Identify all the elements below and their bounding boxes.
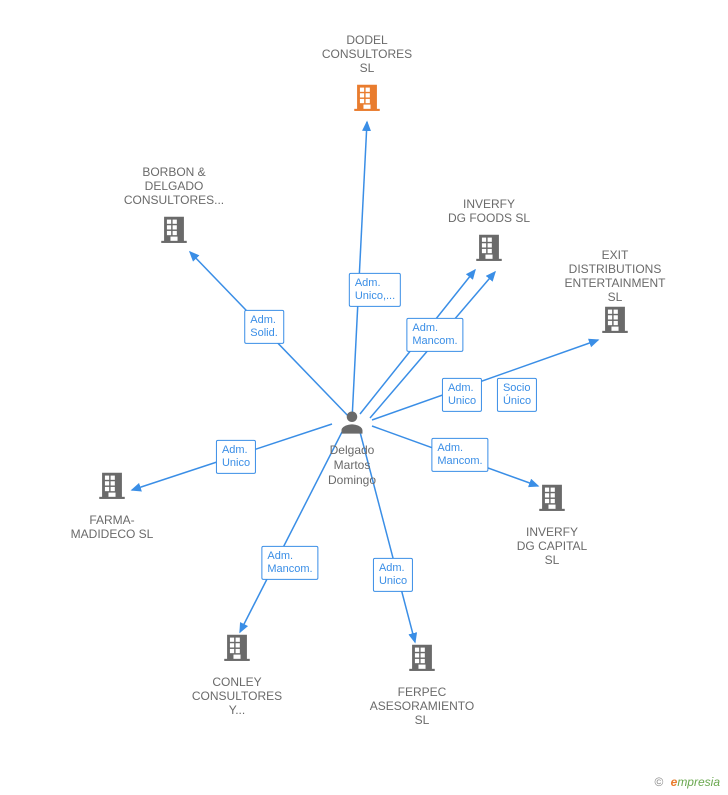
building-icon	[220, 631, 254, 665]
edge-to-inverfy_capital	[372, 426, 538, 486]
edge-to-conley	[240, 432, 342, 632]
edge-label-dodel-0: Adm. Unico,...	[349, 273, 401, 307]
company-label-borbon: BORBON & DELGADO CONSULTORES...	[124, 165, 224, 207]
copyright-symbol: ©	[654, 775, 663, 789]
building-icon	[157, 213, 191, 247]
edge-to-farma	[132, 424, 332, 490]
watermark: © empresia	[654, 775, 720, 789]
company-node-dodel[interactable]	[350, 81, 384, 120]
edge-label-exit-4: Socio Único	[497, 378, 537, 412]
company-label-exit: EXIT DISTRIBUTIONS ENTERTAINMENT SL	[559, 248, 672, 304]
company-label-conley: CONLEY CONSULTORES Y...	[192, 675, 282, 717]
edge-label-borbon-1: Adm. Solid.	[244, 310, 284, 344]
edge-label-inverfy_foods-3: Adm. Unico	[442, 378, 482, 412]
company-node-conley[interactable]	[220, 631, 254, 670]
edge-label-conley-7: Adm. Mancom.	[261, 546, 318, 580]
diagram-canvas: DODEL CONSULTORES SL BORBON & DELGADO CO…	[0, 0, 728, 795]
company-node-borbon[interactable]	[157, 213, 191, 252]
building-icon	[535, 481, 569, 515]
company-node-farma[interactable]	[95, 469, 129, 508]
company-node-ferpec[interactable]	[405, 641, 439, 680]
company-label-inverfy_foods: INVERFY DG FOODS SL	[444, 197, 534, 225]
building-icon	[95, 469, 129, 503]
company-label-inverfy_capital: INVERFY DG CAPITAL SL	[507, 525, 597, 567]
center-label: Delgado Martos Domingo	[328, 443, 376, 488]
edge-to-dodel	[352, 122, 367, 420]
company-label-dodel: DODEL CONSULTORES SL	[322, 33, 412, 75]
company-label-ferpec: FERPEC ASESORAMIENTO SL	[370, 685, 474, 727]
edge-to-inverfy_foods	[360, 270, 475, 414]
building-icon	[472, 231, 506, 265]
edge-label-inverfy_capital-5: Adm. Mancom.	[431, 438, 488, 472]
edge-label-farma-6: Adm. Unico	[216, 440, 256, 474]
edge-label-inverfy_foods-2: Adm. Mancom.	[406, 318, 463, 352]
company-node-inverfy_capital[interactable]	[535, 481, 569, 520]
person-icon	[338, 408, 366, 436]
edge-to-exit	[372, 340, 598, 420]
building-icon	[405, 641, 439, 675]
building-icon	[350, 81, 384, 115]
edge-label-ferpec-8: Adm. Unico	[373, 558, 413, 592]
brand-rest: mpresia	[677, 775, 720, 789]
company-node-inverfy_foods[interactable]	[472, 231, 506, 270]
company-node-exit[interactable]	[598, 303, 632, 342]
building-icon	[598, 303, 632, 337]
edge-to-inverfy_foods	[370, 272, 495, 418]
center-person-node[interactable]: Delgado Martos Domingo	[328, 408, 376, 488]
edge-to-borbon	[190, 252, 352, 420]
company-label-farma: FARMA- MADIDECO SL	[67, 513, 157, 541]
